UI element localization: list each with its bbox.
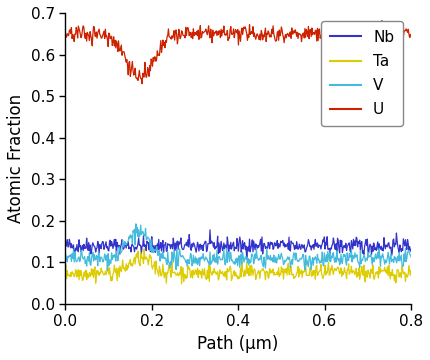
- V: [228, 250, 233, 255]
- Nb: [230, 244, 235, 248]
- Ta: [347, 270, 353, 274]
- Line: U: U: [65, 21, 411, 84]
- Ta: [408, 268, 414, 273]
- Ta: [402, 271, 407, 275]
- V: [270, 256, 275, 260]
- Ta: [141, 247, 147, 251]
- Line: Ta: Ta: [65, 249, 411, 284]
- Nb: [63, 242, 68, 246]
- Nb: [402, 240, 407, 244]
- Nb: [347, 248, 353, 253]
- U: [139, 82, 144, 86]
- Nb: [244, 257, 249, 261]
- Ta: [251, 268, 256, 273]
- U: [379, 18, 384, 23]
- Nb: [227, 247, 233, 251]
- V: [63, 251, 68, 256]
- U: [347, 24, 352, 29]
- V: [105, 268, 110, 273]
- Ta: [270, 271, 275, 275]
- X-axis label: Path (μm): Path (μm): [197, 335, 279, 353]
- Ta: [63, 267, 68, 271]
- V: [230, 260, 236, 264]
- V: [408, 255, 414, 259]
- U: [63, 28, 68, 33]
- Line: Nb: Nb: [65, 230, 411, 259]
- U: [402, 30, 407, 34]
- U: [230, 32, 235, 37]
- U: [227, 28, 233, 32]
- Ta: [230, 273, 236, 278]
- Y-axis label: Atomic Fraction: Atomic Fraction: [7, 94, 25, 223]
- Nb: [270, 241, 275, 246]
- V: [347, 255, 353, 259]
- Legend: Nb, Ta, V, U: Nb, Ta, V, U: [321, 21, 403, 126]
- U: [269, 27, 274, 31]
- V: [402, 252, 407, 256]
- V: [251, 262, 256, 266]
- U: [408, 35, 414, 39]
- Nb: [408, 249, 414, 254]
- Nb: [251, 239, 256, 243]
- Line: V: V: [65, 224, 411, 270]
- Ta: [179, 282, 184, 286]
- Ta: [228, 266, 233, 271]
- U: [250, 24, 255, 29]
- V: [133, 222, 138, 226]
- Nb: [207, 228, 212, 232]
